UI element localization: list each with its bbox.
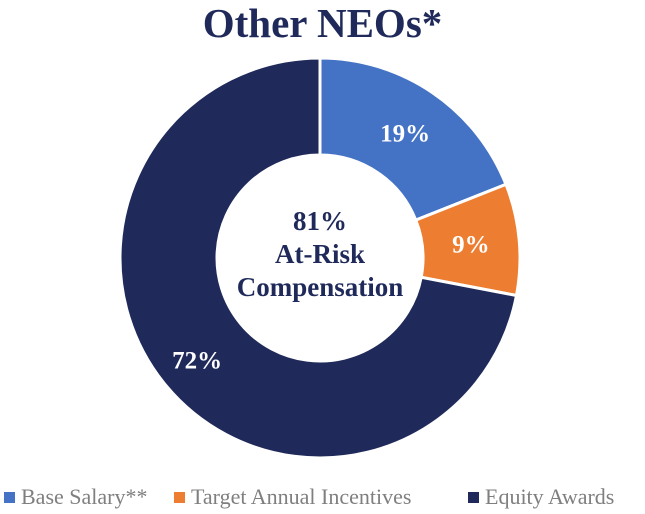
donut-slice-1 [318, 56, 508, 223]
slice-value-label-3: 72% [172, 348, 222, 375]
slice-value-label-2: 9% [452, 232, 490, 259]
legend-item-target-annual-incentives: Target Annual Incentives [174, 483, 411, 511]
chart-legend: Base Salary** Target Annual Incentives E… [0, 483, 645, 513]
legend-item-base-salary: Base Salary** [4, 483, 147, 511]
center-label-line-2: At-Risk [275, 239, 365, 269]
legend-swatch-base-salary [4, 492, 15, 503]
donut-slice-3 [118, 56, 519, 460]
legend-label-base-salary: Base Salary** [21, 484, 148, 509]
legend-swatch-target-annual-incentives [174, 492, 185, 503]
donut-slices [118, 56, 522, 460]
chart-title: Other NEOs* [202, 0, 443, 46]
legend-item-equity-awards: Equity Awards [468, 483, 614, 511]
legend-swatch-equity-awards [468, 492, 479, 503]
center-label-line-3: Compensation [237, 272, 404, 302]
legend-label-equity-awards: Equity Awards [485, 484, 615, 509]
legend-label-target-annual-incentives: Target Annual Incentives [191, 484, 412, 509]
slice-value-label-1: 19% [380, 121, 430, 148]
slice-labels: 19% 9% 72% [172, 121, 489, 375]
center-label-line-1: 81% [293, 206, 347, 236]
